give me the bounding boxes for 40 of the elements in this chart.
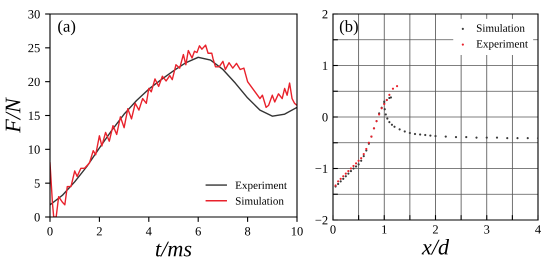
point (454, 136, 458, 138)
point (352, 167, 355, 170)
y-tick-label: −2 (315, 216, 328, 224)
x-tick-label: 2 (96, 227, 102, 236)
x-tick-label: 1 (382, 225, 387, 234)
point (354, 165, 358, 168)
annotation: (b) (340, 20, 358, 36)
legend-label: Simulation (476, 24, 525, 32)
y-tick-label: 5 (34, 179, 40, 188)
x-tick-label: 10 (292, 227, 303, 236)
point (414, 132, 416, 136)
y-axis-title: F/N (6, 97, 20, 133)
annotation: (a) (58, 20, 76, 36)
y-tick-label: 0 (322, 113, 328, 122)
x-axis-title: x/d (422, 238, 450, 255)
legend-label: Simulation (236, 196, 284, 205)
y-tick-label: 25 (28, 44, 40, 52)
legend-label: Experiment (476, 40, 528, 50)
legend-label: Experiment (235, 182, 287, 192)
x-axis-title: t/ms (156, 242, 192, 256)
x-tick-label: 6 (196, 227, 201, 236)
y-tick-label: 2 (322, 10, 328, 18)
x-tick-label: 4 (535, 225, 541, 234)
y-tick-label: 10 (28, 145, 40, 154)
x-tick-label: 4 (146, 227, 152, 236)
y-tick-label: 1 (322, 62, 328, 70)
x-tick-label: 0 (47, 227, 53, 236)
y-tick-label: 0 (34, 213, 40, 222)
point (352, 164, 355, 168)
point (434, 134, 437, 138)
y-tick-label: −1 (315, 164, 328, 173)
point (350, 170, 352, 172)
x-tick-label: 0 (330, 225, 336, 234)
point (350, 167, 352, 170)
x-tick-label: 3 (484, 225, 490, 234)
x-tick-label: 8 (244, 227, 250, 236)
y-tick-label: 30 (28, 10, 40, 18)
y-tick-label: 20 (28, 78, 40, 86)
x-tick-label: 2 (432, 225, 438, 234)
y-tick-label: 15 (28, 112, 40, 120)
